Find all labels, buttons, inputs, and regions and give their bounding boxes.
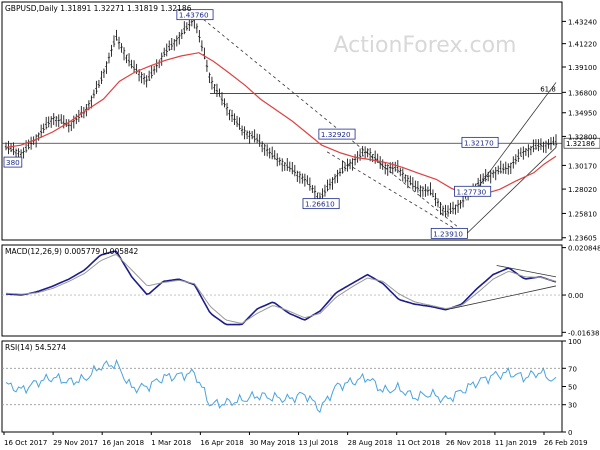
watermark: ActionForex.com (334, 33, 517, 58)
price-annotation-label: 380 (6, 158, 20, 167)
x-axis-label: 30 May 2018 (249, 439, 295, 447)
price-annotation-box (454, 185, 492, 197)
chart-marks (2, 9, 600, 414)
x-axis-label: 29 Nov 2017 (53, 439, 98, 447)
price-y-tick-label: 1.43240 (568, 18, 597, 26)
x-axis-label: 11 Jan 2019 (495, 439, 537, 447)
rsi-y-tick-label: 30 (568, 402, 577, 410)
x-axis-label: 16 Jan 2018 (102, 439, 144, 447)
uptrend-support-line (466, 147, 557, 234)
price-y-tick-label: 1.36800 (568, 89, 597, 97)
macd-y-tick-label: 0.020848 (568, 245, 600, 253)
chart-text: 1.43240 1.41220 1.39100 1.36800 1.34950 1.328… (4, 4, 600, 447)
rsi-y-tick-label: 0 (568, 429, 572, 437)
macd-series-macd (5, 250, 557, 326)
gridlines (2, 20, 566, 435)
x-axis-label: 16 Oct 2017 (4, 439, 47, 447)
price-y-tick-label: 1.23605 (568, 235, 597, 243)
macd-y-tick-label: 0.00 (568, 292, 584, 300)
x-axis-label: 28 Aug 2018 (348, 439, 393, 447)
macd-trendline-upper (496, 265, 557, 278)
price-y-tick-label: 1.28020 (568, 186, 597, 194)
uptrend-channel-line (476, 82, 557, 190)
rsi-y-tick-label: 50 (568, 384, 577, 392)
rsi-y-tick-label: 70 (568, 365, 577, 373)
panel-frame-price (1, 1, 563, 241)
price-y-tick-label: 1.34950 (568, 110, 597, 118)
downtrend-line (198, 15, 468, 235)
current-price-box (563, 137, 600, 149)
price-annotation-box (461, 136, 499, 148)
price-y-tick-label: 1.25810 (568, 210, 597, 218)
price-annotation-box (318, 128, 356, 140)
price-panel-title: GBPUSD,Daily 1.31891 1.32271 1.31819 1.3… (5, 4, 192, 13)
macd-panel-title: MACD(12,26,9) 0.005779 0.005842 (5, 247, 139, 256)
price-annotation-label: 1.43760 (179, 11, 209, 20)
price-annotation-box (430, 227, 468, 239)
price-annotation-label: 1.23910 (433, 229, 463, 238)
price-annotation-label: 1.32170 (464, 138, 494, 147)
macd-trendline-lower (451, 285, 557, 310)
channel-line (326, 151, 462, 234)
macd-series-signal (5, 254, 557, 324)
price-y-tick-label: 1.39100 (568, 64, 597, 72)
x-axis-label: 11 Oct 2018 (397, 439, 440, 447)
price-y-tick-label: 1.41220 (568, 41, 597, 49)
price-y-tick-label: 1.30170 (568, 162, 597, 170)
macd-y-tick-label: -0.016389 (568, 329, 600, 337)
price-annotation-box (3, 156, 23, 168)
x-axis-label: 13 Jul 2018 (299, 439, 339, 447)
price-annotation-box (302, 198, 340, 210)
x-axis-label: 26 Nov 2018 (446, 439, 491, 447)
price-annotation-label: 1.26610 (305, 200, 335, 209)
rsi-panel-title: RSI(14) 54.5274 (5, 343, 66, 352)
x-axis-label: 1 Mar 2018 (151, 439, 191, 447)
rsi-line (5, 358, 557, 414)
rsi-y-tick-label: 100 (568, 338, 581, 346)
price-annotation-label: 1.32920 (321, 130, 351, 139)
fib-label: 61.8 (540, 85, 556, 93)
panel-frame-macd (1, 244, 563, 337)
price-annotation-box (176, 9, 214, 21)
price-annotation-label: 1.27730 (457, 187, 487, 196)
current-price-label: 1.32186 (566, 140, 595, 148)
x-axis-label: 26 Feb 2019 (544, 439, 588, 447)
x-axis-label: 16 Apr 2018 (200, 439, 243, 447)
price-y-tick-label: 1.32800 (568, 133, 597, 141)
